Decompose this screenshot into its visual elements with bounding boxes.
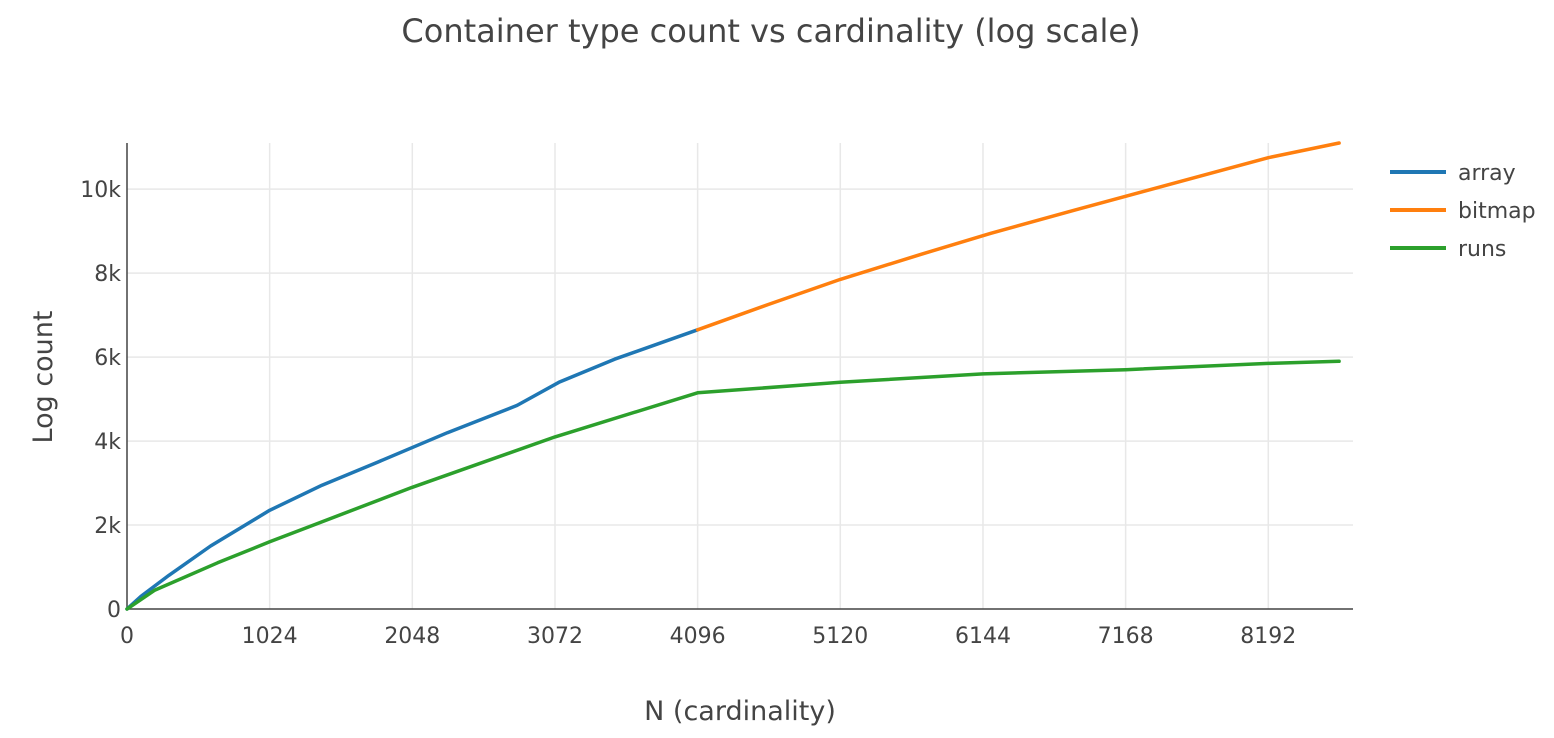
x-tick-label: 3072 <box>527 624 583 649</box>
y-tick-label: 8k <box>94 262 121 287</box>
x-tick-label: 6144 <box>955 624 1011 649</box>
y-axis-title: Log count <box>28 311 59 444</box>
x-tick-label: 0 <box>120 624 134 649</box>
x-tick-label: 1024 <box>242 624 298 649</box>
y-tick-label: 4k <box>94 430 121 455</box>
y-tick-label: 6k <box>94 346 121 371</box>
x-tick-label: 4096 <box>670 624 726 649</box>
x-tick-label: 8192 <box>1240 624 1296 649</box>
gridlines <box>127 143 1353 609</box>
y-tick-label: 2k <box>94 514 121 539</box>
y-tick-label: 0 <box>107 598 121 623</box>
series-line-runs <box>125 359 1341 611</box>
series-line-bitmap <box>695 141 1341 332</box>
y-tick-labels: 0 2k 4k 6k 8k 10k <box>80 178 121 623</box>
x-tick-label: 2048 <box>384 624 440 649</box>
x-tick-labels: 0 1024 2048 3072 4096 5120 6144 7168 8192 <box>120 624 1296 649</box>
legend-label-runs: runs <box>1458 237 1506 262</box>
y-tick-label: 10k <box>80 178 121 203</box>
series-lines <box>125 141 1341 611</box>
x-axis-title: N (cardinality) <box>644 696 836 727</box>
legend: array bitmap runs <box>1390 161 1536 262</box>
legend-label-bitmap: bitmap <box>1458 199 1536 224</box>
x-tick-label: 7168 <box>1098 624 1154 649</box>
chart-title: Container type count vs cardinality (log… <box>401 12 1140 50</box>
series-line-array <box>125 328 700 611</box>
legend-label-array: array <box>1458 161 1516 186</box>
axes <box>126 143 1353 610</box>
x-tick-label: 5120 <box>812 624 868 649</box>
